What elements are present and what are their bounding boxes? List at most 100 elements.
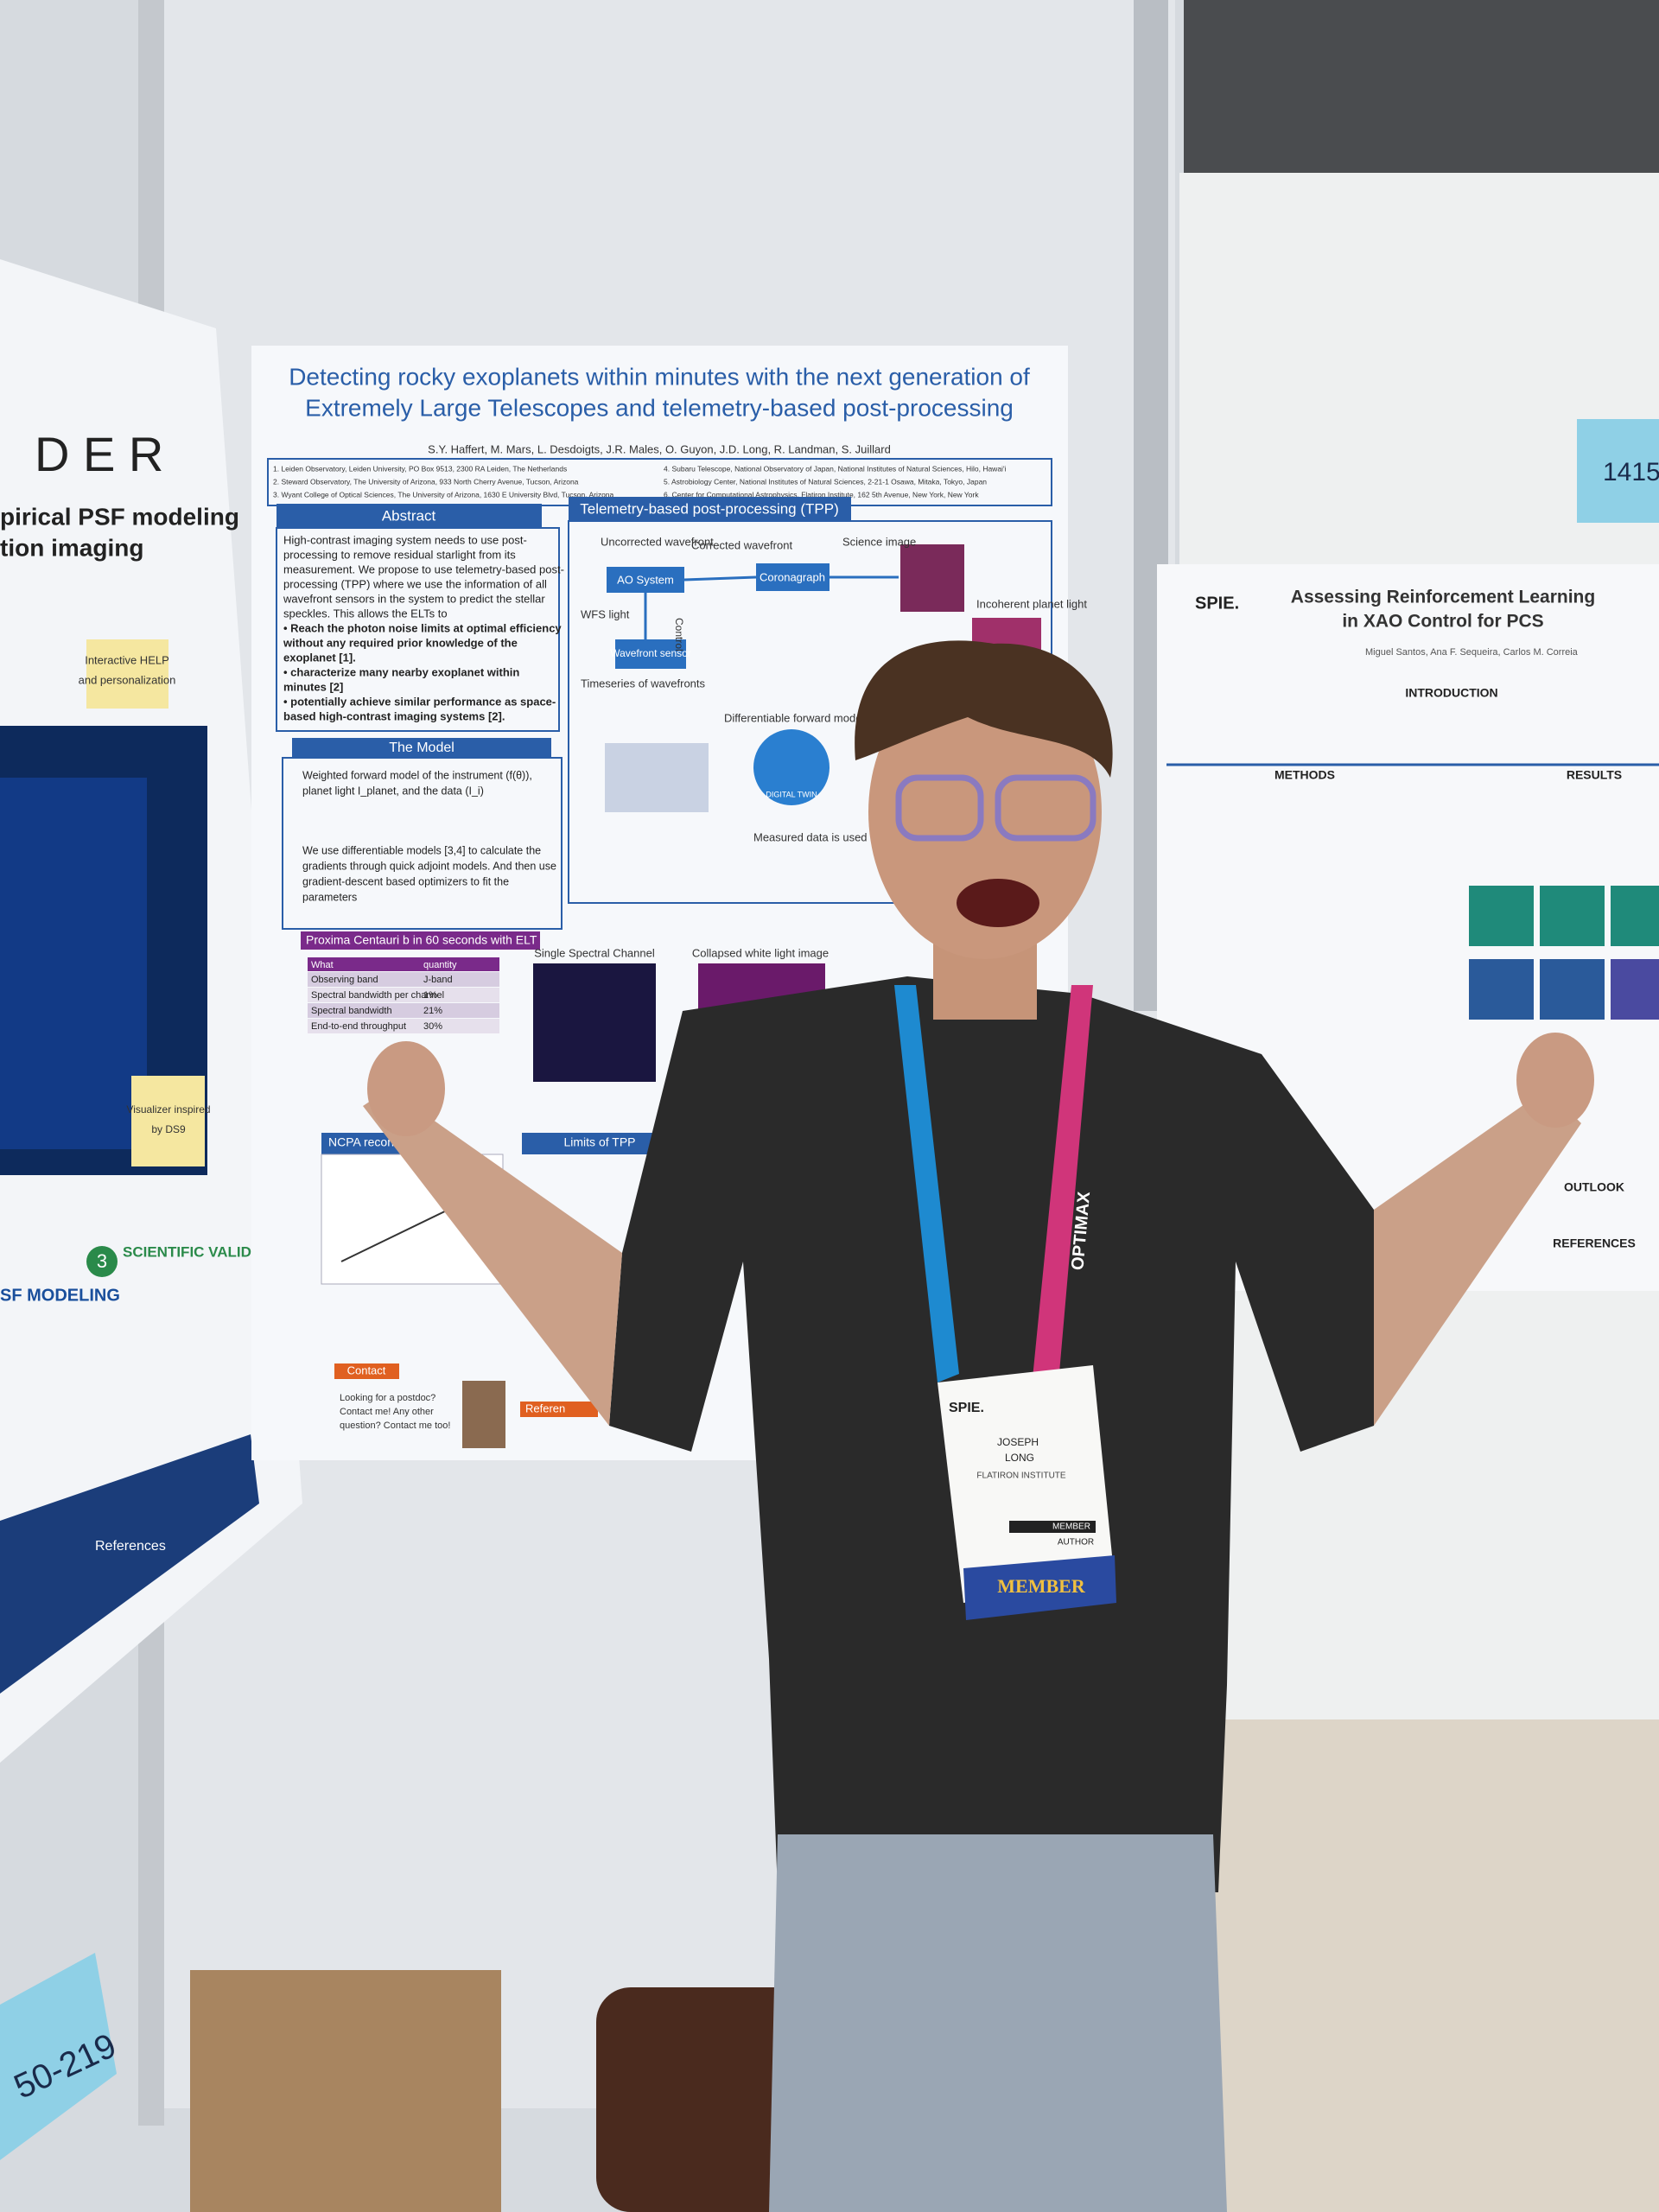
- text-line: exoplanet [1].: [283, 651, 356, 664]
- table-row: [308, 1003, 499, 1018]
- table-head-cell: quantity: [423, 960, 457, 970]
- table-cell: End-to-end throughput: [311, 1021, 406, 1032]
- section-title: The Model: [389, 741, 454, 755]
- poster-title: Detecting rocky exoplanets within minute…: [289, 363, 1030, 390]
- badge-institution: FLATIRON INSTITUTE: [976, 1471, 1065, 1481]
- result-image: [1611, 886, 1659, 946]
- diagram-block: [756, 563, 830, 591]
- sim-table: What quantity Observing band J-band Spectral…: [308, 957, 499, 1033]
- diagram-block: [607, 567, 684, 593]
- section-title: Proxima Centauri b in 60 seconds with EL…: [306, 933, 537, 947]
- text-line: gradient-descent based optimizers to fit…: [302, 875, 509, 887]
- mouth: [957, 879, 1039, 927]
- text-line: Looking for a postdoc?: [340, 1393, 435, 1403]
- arm: [363, 1089, 622, 1426]
- step-badge: [86, 1246, 118, 1277]
- section-header: [292, 738, 551, 758]
- left-title: pirical PSF modeling: [0, 503, 239, 530]
- glasses: [895, 774, 984, 842]
- badge-ribbon: [963, 1555, 1116, 1620]
- jeans: [769, 1834, 1227, 2212]
- box: [190, 1970, 501, 2212]
- result-image: [1540, 886, 1605, 946]
- diagram-label: DIGITAL TWIN: [766, 790, 817, 798]
- section-title: Telemetry-based post-processing (TPP): [580, 500, 839, 517]
- footer-text: References: [95, 1539, 166, 1554]
- table-cell: J-band: [423, 975, 453, 985]
- text-line: based high-contrast imaging systems [2].: [283, 709, 505, 722]
- diagram-label: Coronagraph: [760, 570, 825, 583]
- text-line: parameters: [302, 891, 357, 903]
- diagram-label: Uncorrected wavefront: [601, 535, 714, 548]
- affiliations: 1. Leiden Observatory, Leiden University…: [273, 464, 1007, 499]
- lanyard: [1033, 985, 1093, 1382]
- model-box: [282, 757, 563, 930]
- model-text: Weighted forward model of the instrument…: [302, 769, 556, 903]
- right-authors: Miguel Santos, Ana F. Sequeira, Carlos M…: [1365, 647, 1579, 658]
- section-title: Contact: [347, 1363, 386, 1376]
- image-title: Collapsed white light image: [692, 946, 829, 959]
- text-line: • Reach the photon noise limits at optim…: [283, 621, 562, 634]
- sign-number: 14150: [1603, 458, 1659, 486]
- diagram-label: Wavefront sensor: [610, 647, 691, 659]
- arm: [1374, 1089, 1581, 1426]
- note-text: by DS9: [151, 1123, 186, 1135]
- result-image: [1540, 959, 1605, 1020]
- step-number: 3: [97, 1250, 107, 1272]
- table-cell: Observing band: [311, 975, 378, 985]
- diagram-label: Control: [673, 618, 685, 652]
- wavefront-stack: [605, 743, 709, 812]
- diagram-label: Timeseries of wavefronts: [581, 677, 706, 690]
- text-line: planet light I_planet, and the data (I_i…: [302, 785, 484, 797]
- affiliation: 3. Wyant College of Optical Sciences, Th…: [273, 490, 614, 499]
- section-header: [569, 497, 851, 521]
- table-header: [308, 957, 499, 971]
- text-line: wavefront sensors in the system to predi…: [283, 592, 545, 605]
- result-image: [1469, 886, 1534, 946]
- affiliation: 5. Astrobiology Center, National Institu…: [664, 477, 987, 486]
- poster-authors: S.Y. Haffert, M. Mars, L. Desdoigts, J.R…: [428, 442, 891, 455]
- right-title: Assessing Reinforcement Learning: [1291, 588, 1595, 607]
- poster-title: Extremely Large Telescopes and telemetry…: [305, 394, 1014, 421]
- section-title: Limits of TPP: [564, 1135, 636, 1149]
- badge: [938, 1365, 1115, 1603]
- star-field: [0, 778, 147, 1149]
- text-line: High-contrast imaging system needs to us…: [283, 533, 527, 546]
- text-line: processing (TPP) where we use the inform…: [283, 577, 547, 590]
- left-sign: [0, 1953, 117, 2160]
- table-cell: 21%: [423, 1006, 442, 1016]
- note-text: and personalization: [79, 673, 176, 686]
- section-header: [301, 931, 540, 950]
- fist: [1516, 1033, 1594, 1128]
- badge-org: SPIE.: [949, 1401, 984, 1415]
- fist: [367, 1041, 445, 1136]
- diagram-block: [615, 639, 686, 669]
- text-line: question? Contact me too!: [340, 1421, 450, 1431]
- section-title: OUTLOOK: [1564, 1180, 1624, 1194]
- text-line: without any required prior knowledge of …: [283, 636, 518, 649]
- lanyard: [894, 985, 959, 1382]
- ceiling: [1184, 0, 1659, 190]
- section-title: Referen: [525, 1402, 565, 1414]
- diagram-label: Measured data is used to u: [753, 830, 889, 843]
- table-head-cell: What: [311, 960, 334, 970]
- floor: [1184, 1694, 1659, 2212]
- table-row: [308, 1019, 499, 1033]
- diagram-label: Corrected wavefront: [691, 538, 792, 551]
- text-line: processing to remove residual starlight …: [283, 548, 516, 561]
- text-line: minutes [2]: [283, 680, 343, 693]
- image-title: Single Spectral Channel: [534, 946, 655, 959]
- brand: SPIE.: [1195, 594, 1239, 613]
- diagram-label: AO System: [617, 573, 674, 586]
- hair: [855, 640, 1113, 778]
- sticky-note: [131, 1076, 205, 1166]
- affiliation: 1. Leiden Observatory, Leiden University…: [273, 464, 567, 473]
- section-title: NCPA reconst: [328, 1135, 404, 1149]
- photo: [462, 1381, 505, 1448]
- text-line: Weighted forward model of the instrument…: [302, 769, 532, 781]
- table-row: [308, 988, 499, 1002]
- note-text: Interactive HELP: [85, 653, 169, 666]
- affiliation: 2. Steward Observatory, The University o…: [273, 477, 579, 486]
